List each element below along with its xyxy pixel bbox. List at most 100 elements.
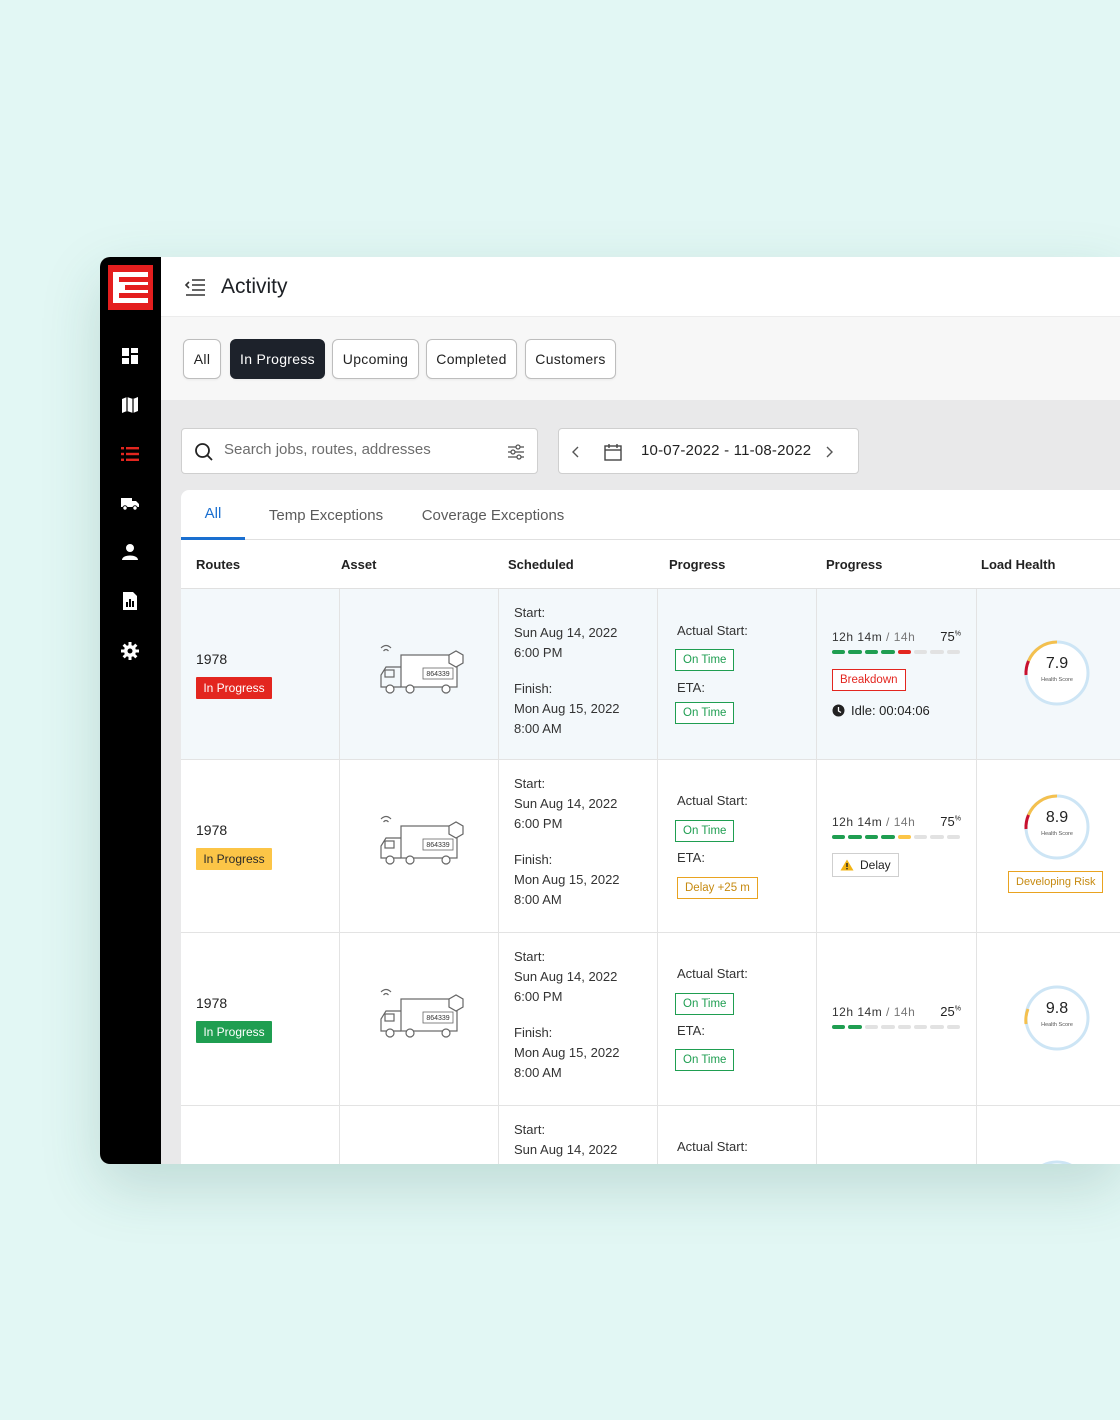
table-row[interactable]: 1978 In Progress 864 xyxy=(181,760,1120,933)
dashboard-icon[interactable] xyxy=(118,344,142,368)
asset-cell: 864339 xyxy=(340,933,499,1105)
filter-sliders-icon[interactable] xyxy=(507,443,525,461)
route-cell: 1978 In Progress xyxy=(181,760,340,932)
progress-cell: 12h 14m / 14h 75% Delay xyxy=(817,760,977,932)
schedule-cell: Start: Sun Aug 14, 2022 6:00 PM Finish: … xyxy=(499,589,658,759)
start-time: 6:00 PM xyxy=(514,816,563,831)
finish-label: Finish: xyxy=(514,681,553,696)
finish-time: 8:00 AM xyxy=(514,721,562,736)
filter-in-progress[interactable]: In Progress xyxy=(230,339,325,379)
filter-completed[interactable]: Completed xyxy=(426,339,517,379)
menu-collapse-icon[interactable] xyxy=(183,277,207,297)
map-icon[interactable] xyxy=(118,393,142,417)
reefer-truck-icon[interactable]: 864339 xyxy=(376,987,468,1047)
route-id[interactable]: 1978 xyxy=(196,995,228,1011)
brand-logo[interactable] xyxy=(108,265,153,310)
finish-date: Mon Aug 15, 2022 xyxy=(514,1045,620,1060)
user-icon[interactable] xyxy=(118,540,142,564)
tab-all[interactable]: All xyxy=(181,490,245,540)
filter-customers[interactable]: Customers xyxy=(525,339,616,379)
health-score-label: Health Score xyxy=(1041,1022,1073,1028)
eta-label: ETA: xyxy=(677,680,705,695)
tab-temp-exceptions[interactable]: Temp Exceptions xyxy=(268,506,384,524)
search-input[interactable] xyxy=(224,441,494,458)
progress-percent: 25% xyxy=(940,1004,961,1019)
actual-start-label: Actual Start: xyxy=(677,966,748,981)
column-header-scheduled[interactable]: Scheduled xyxy=(508,557,574,572)
tab-coverage-exceptions[interactable]: Coverage Exceptions xyxy=(421,506,565,524)
start-date: Sun Aug 14, 2022 xyxy=(514,1142,618,1157)
progress-status-cell: Actual Start: On Time ETA: Delay +25 m xyxy=(658,760,817,932)
route-id[interactable]: 1978 xyxy=(196,822,228,838)
start-label: Start: xyxy=(514,1122,546,1137)
column-header-progress[interactable]: Progress xyxy=(826,557,883,572)
asset-cell: 864339 xyxy=(340,760,499,932)
truck-icon[interactable] xyxy=(118,491,142,515)
column-header-routes[interactable]: Routes xyxy=(196,557,241,572)
calendar-icon xyxy=(604,444,622,461)
health-score-gauge[interactable]: 8.9 Health Score xyxy=(1023,793,1091,861)
reefer-truck-icon[interactable]: 864339 xyxy=(376,814,468,874)
progress-percent: 75% xyxy=(940,814,961,829)
eta-label: ETA: xyxy=(677,850,705,865)
health-score-label: Health Score xyxy=(1041,831,1073,837)
health-score-gauge[interactable] xyxy=(1023,1159,1091,1164)
status-badge: In Progress xyxy=(196,677,272,699)
finish-date: Mon Aug 15, 2022 xyxy=(514,872,620,887)
eta-label: ETA: xyxy=(677,1023,705,1038)
table-row[interactable]: 1978 In Progress 864 xyxy=(181,589,1120,760)
start-label: Start: xyxy=(514,605,546,620)
start-time: 6:00 PM xyxy=(514,645,563,660)
chevron-right-icon[interactable] xyxy=(824,446,834,458)
finish-time: 8:00 AM xyxy=(514,892,562,907)
progress-bar xyxy=(832,650,960,654)
start-date: Sun Aug 14, 2022 xyxy=(514,625,618,640)
date-range-value: 10-07-2022 - 11-08-2022 xyxy=(641,442,812,459)
asset-cell: 864339 xyxy=(340,589,499,759)
asset-id: 864339 xyxy=(426,1015,449,1022)
health-score-label: Health Score xyxy=(1041,677,1073,683)
eta-badge: On Time xyxy=(675,702,735,724)
finish-time: 8:00 AM xyxy=(514,1065,562,1080)
search-box xyxy=(181,428,538,474)
start-time: 6:00 PM xyxy=(514,989,563,1004)
actual-start-badge: On Time xyxy=(675,649,735,671)
route-cell xyxy=(181,1106,340,1164)
column-header-asset[interactable]: Asset xyxy=(341,557,377,572)
content-area: 10-07-2022 - 11-08-2022 All Temp Excepti… xyxy=(161,400,1120,1164)
idle-time: Idle: 00:04:06 xyxy=(832,703,930,718)
start-date: Sun Aug 14, 2022 xyxy=(514,796,618,811)
date-range-picker[interactable]: 10-07-2022 - 11-08-2022 xyxy=(558,428,859,474)
health-score-gauge[interactable]: 9.8 Health Score xyxy=(1023,984,1091,1052)
filter-upcoming[interactable]: Upcoming xyxy=(332,339,419,379)
finish-label: Finish: xyxy=(514,852,553,867)
table-row[interactable]: 1978 In Progress 864 xyxy=(181,933,1120,1106)
column-header-load-health[interactable]: Load Health xyxy=(981,557,1056,572)
route-id[interactable]: 1978 xyxy=(196,651,228,667)
activity-table-panel: All Temp Exceptions Coverage Exceptions … xyxy=(181,490,1120,1164)
reefer-truck-icon[interactable]: 864339 xyxy=(376,643,468,703)
load-health-cell: 7.9 Health Score xyxy=(977,589,1120,759)
table-row[interactable]: Start: Sun Aug 14, 2022 Actual Start: xyxy=(181,1106,1120,1164)
route-cell: 1978 In Progress xyxy=(181,589,340,759)
health-score-value: 9.8 xyxy=(1045,1000,1069,1017)
actual-start-label: Actual Start: xyxy=(677,623,748,638)
schedule-cell: Start: Sun Aug 14, 2022 6:00 PM Finish: … xyxy=(499,933,658,1105)
actual-start-label: Actual Start: xyxy=(677,1139,748,1154)
route-cell: 1978 In Progress xyxy=(181,933,340,1105)
settings-icon[interactable] xyxy=(118,639,142,663)
finish-label: Finish: xyxy=(514,1025,553,1040)
health-score-value: 8.9 xyxy=(1045,809,1069,826)
sidebar xyxy=(100,257,161,1164)
column-header-progress-status[interactable]: Progress xyxy=(669,557,726,572)
actual-start-label: Actual Start: xyxy=(677,793,748,808)
chevron-left-icon[interactable] xyxy=(571,446,581,458)
health-score-value: 7.9 xyxy=(1045,655,1069,672)
report-icon[interactable] xyxy=(118,589,142,613)
list-icon[interactable] xyxy=(118,442,142,466)
filter-all[interactable]: All xyxy=(183,339,221,379)
asset-id: 864339 xyxy=(426,671,449,678)
clock-icon xyxy=(832,704,845,717)
start-label: Start: xyxy=(514,776,546,791)
health-score-gauge[interactable]: 7.9 Health Score xyxy=(1023,639,1091,707)
